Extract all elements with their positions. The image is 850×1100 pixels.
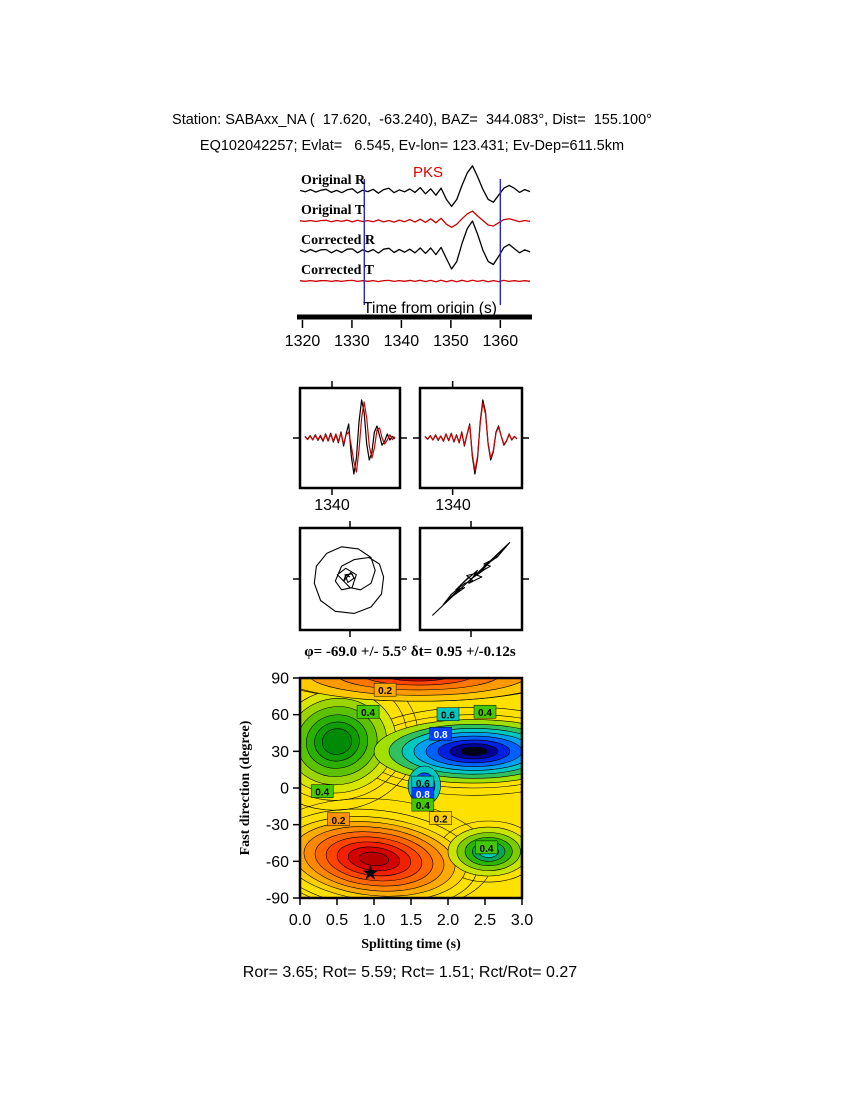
trace-label-original-t: Original T — [301, 203, 365, 218]
svg-text:0.0: 0.0 — [289, 912, 311, 929]
svg-text:0.6: 0.6 — [441, 711, 455, 722]
svg-text:0.4: 0.4 — [315, 788, 329, 799]
svg-text:1340: 1340 — [384, 333, 420, 350]
svg-text:2.5: 2.5 — [474, 912, 496, 929]
fast-direction-axis-label: Fast direction (degree) — [238, 720, 253, 856]
splitting-time-axis-label: Splitting time (s) — [361, 937, 461, 952]
svg-text:2.0: 2.0 — [437, 912, 459, 929]
event-header: EQ102042257; Evlat= 6.545, Ev-lon= 123.4… — [199, 138, 625, 154]
zoom-left-tick-label: 1340 — [314, 497, 350, 514]
svg-text:1360: 1360 — [483, 333, 519, 350]
svg-text:0.6: 0.6 — [416, 779, 430, 790]
svg-text:0.4: 0.4 — [416, 801, 430, 812]
trace-label-corrected-t: Corrected T — [301, 263, 374, 278]
svg-text:-30: -30 — [266, 817, 289, 834]
svg-text:60: 60 — [271, 707, 289, 724]
svg-text:1320: 1320 — [285, 333, 321, 350]
svg-text:0.4: 0.4 — [478, 708, 492, 719]
time-axis-label: Time from origin (s) — [363, 300, 497, 317]
svg-text:0.4: 0.4 — [480, 844, 494, 855]
svg-text:0.2: 0.2 — [434, 815, 448, 826]
phase-label: PKS — [413, 164, 444, 181]
svg-text:1350: 1350 — [433, 333, 469, 350]
svg-text:30: 30 — [271, 744, 289, 761]
svg-text:1330: 1330 — [334, 333, 370, 350]
trace-label-corrected-r: Corrected R — [301, 233, 375, 248]
svg-text:0.2: 0.2 — [378, 686, 392, 697]
svg-text:-90: -90 — [266, 891, 289, 908]
svg-text:3.0: 3.0 — [511, 912, 533, 929]
svg-text:0: 0 — [280, 781, 289, 798]
energy-ratio-footer: Ror= 3.65; Rot= 5.59; Rct= 1.51; Rct/Rot… — [242, 964, 578, 981]
svg-text:1.0: 1.0 — [363, 912, 385, 929]
svg-text:0.5: 0.5 — [326, 912, 348, 929]
svg-text:0.4: 0.4 — [361, 708, 375, 719]
station-header: Station: SABAxx_NA ( 17.620, -63.240), B… — [172, 112, 652, 128]
svg-text:-60: -60 — [266, 854, 289, 871]
svg-text:90: 90 — [271, 671, 289, 688]
svg-text:1.5: 1.5 — [400, 912, 422, 929]
trace-label-original-r: Original R — [301, 173, 366, 188]
svg-text:0.8: 0.8 — [434, 730, 448, 741]
zoom-right-tick-label: 1340 — [435, 497, 471, 514]
svg-text:0.2: 0.2 — [332, 816, 346, 827]
splitting-result-title: φ= -69.0 +/- 5.5° δt= 0.95 +/-0.12s — [304, 644, 516, 660]
svg-text:0.8: 0.8 — [416, 790, 430, 801]
svg-text:★: ★ — [361, 862, 379, 884]
